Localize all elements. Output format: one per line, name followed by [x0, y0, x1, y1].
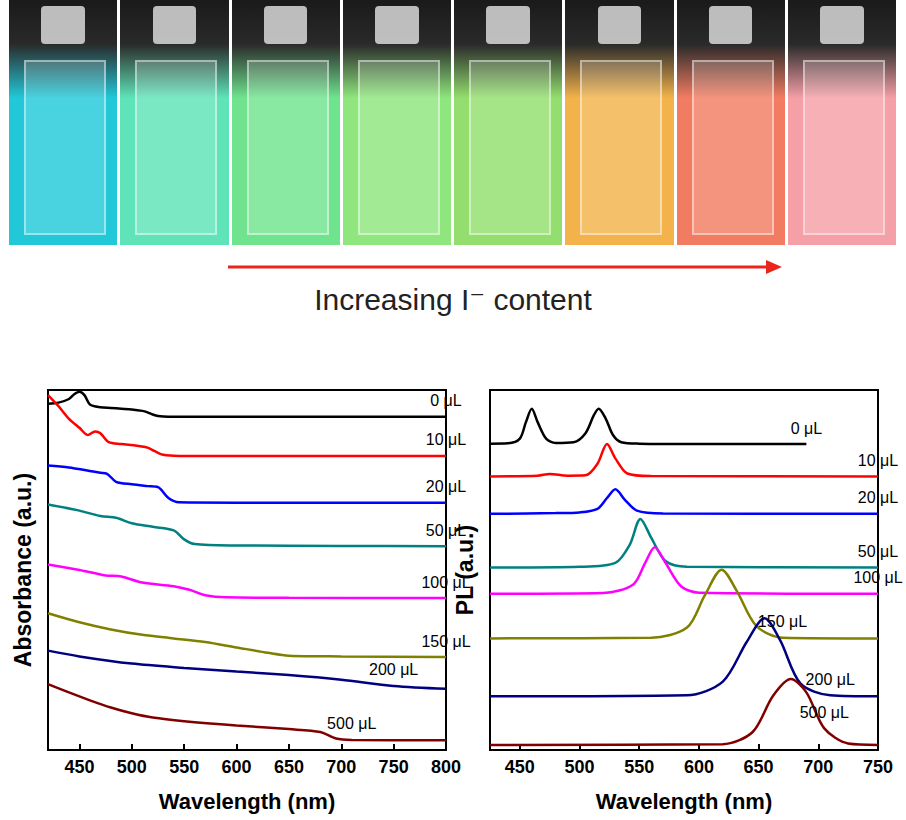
svg-text:800: 800 — [431, 757, 461, 777]
svg-text:450: 450 — [505, 757, 535, 777]
svg-text:550: 550 — [624, 757, 654, 777]
svg-text:500: 500 — [117, 757, 147, 777]
svg-text:600: 600 — [684, 757, 714, 777]
svg-text:10 μL: 10 μL — [858, 452, 898, 469]
svg-text:750: 750 — [379, 757, 409, 777]
svg-text:200 μL: 200 μL — [806, 671, 855, 688]
svg-text:650: 650 — [744, 757, 774, 777]
svg-text:700: 700 — [326, 757, 356, 777]
html-text:Increasing I⁻ content: Increasing I⁻ content — [314, 283, 592, 316]
svg-text:100 μL: 100 μL — [421, 574, 470, 591]
svg-text:550: 550 — [169, 757, 199, 777]
svg-text:450: 450 — [64, 757, 94, 777]
svg-text:10 μL: 10 μL — [426, 431, 466, 448]
svg-text:20 μL: 20 μL — [858, 489, 898, 506]
svg-text:PL (a.u.): PL (a.u.) — [451, 524, 478, 616]
svg-text:650: 650 — [274, 757, 304, 777]
svg-text:Wavelength (nm): Wavelength (nm) — [159, 789, 335, 814]
svg-text:750: 750 — [863, 757, 893, 777]
svg-text:600: 600 — [222, 757, 252, 777]
svg-text:500 μL: 500 μL — [327, 715, 376, 732]
svg-text:Absorbance (a.u.): Absorbance (a.u.) — [10, 473, 36, 667]
svg-text:0 μL: 0 μL — [430, 392, 462, 409]
svg-text:150 μL: 150 μL — [421, 633, 470, 650]
svg-text:150 μL: 150 μL — [758, 613, 807, 630]
svg-text:50 μL: 50 μL — [426, 522, 466, 539]
svg-text:0 μL: 0 μL — [791, 420, 823, 437]
svg-text:700: 700 — [803, 757, 833, 777]
svg-text:Wavelength (nm): Wavelength (nm) — [596, 789, 772, 814]
svg-text:200 μL: 200 μL — [369, 661, 418, 678]
svg-text:500: 500 — [565, 757, 595, 777]
svg-text:20 μL: 20 μL — [426, 478, 466, 495]
svg-text:50 μL: 50 μL — [858, 543, 898, 560]
svg-text:500 μL: 500 μL — [800, 704, 849, 721]
svg-text:100 μL: 100 μL — [853, 569, 902, 586]
